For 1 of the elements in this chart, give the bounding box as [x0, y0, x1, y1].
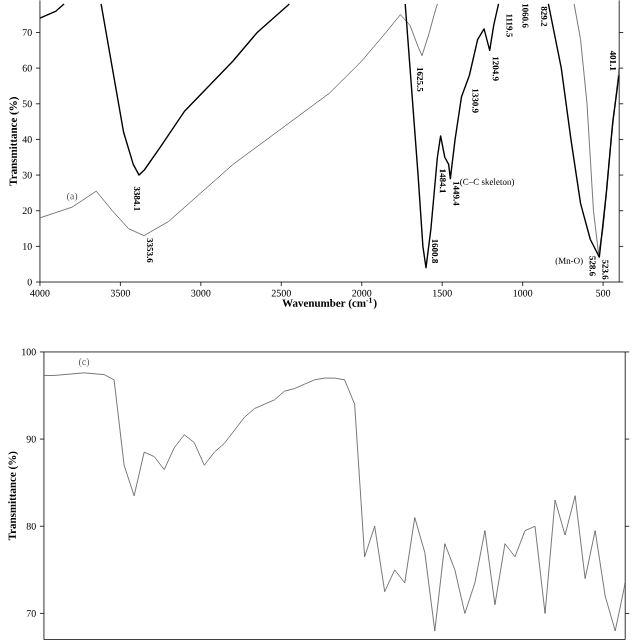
- line-series: [44, 372, 626, 632]
